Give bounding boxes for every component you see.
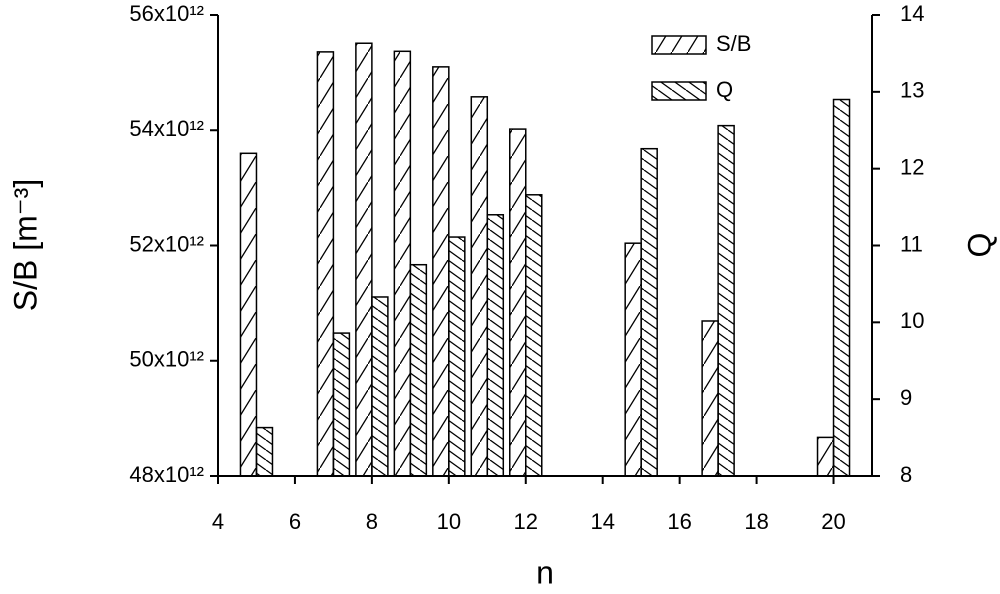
y2-tick-label: 12 xyxy=(900,154,924,179)
x-tick-label: 16 xyxy=(667,509,691,534)
bar xyxy=(624,242,642,477)
y-tick-label: 56x10¹² xyxy=(129,1,204,26)
y-axis-title: S/B [m⁻³] xyxy=(7,179,43,311)
y2-axis-title: Q xyxy=(961,233,997,258)
bar xyxy=(640,147,658,477)
y-tick-label: 48x10¹² xyxy=(129,462,204,487)
bar xyxy=(525,194,543,477)
y-tick-label: 54x10¹² xyxy=(129,116,204,141)
bar xyxy=(717,124,735,477)
bar xyxy=(255,426,274,477)
bar xyxy=(470,96,489,477)
x-tick-label: 4 xyxy=(212,509,224,534)
x-tick-label: 10 xyxy=(437,509,461,534)
y2-tick-label: 14 xyxy=(900,1,924,26)
bar xyxy=(432,66,450,477)
bar xyxy=(371,296,389,477)
bar xyxy=(486,214,505,477)
x-tick-label: 12 xyxy=(514,509,538,534)
y2-tick-label: 11 xyxy=(900,231,923,256)
bar xyxy=(816,436,835,477)
bar xyxy=(509,128,527,477)
x-tick-label: 14 xyxy=(590,509,614,534)
x-tick-label: 20 xyxy=(821,509,845,534)
x-tick-label: 6 xyxy=(289,509,301,534)
x-tick-label: 18 xyxy=(744,509,768,534)
bar xyxy=(332,332,351,477)
plot-area: 4 6 8 10 12 14 16 18 20 48x10¹² 50x10¹² 52x10¹² 54x1… xyxy=(129,1,924,534)
bar xyxy=(448,236,466,477)
bar xyxy=(832,98,851,477)
bar xyxy=(355,42,373,477)
y2-tick-label: 10 xyxy=(900,308,924,333)
y-tick-label: 50x10¹² xyxy=(129,347,204,372)
legend-swatch xyxy=(651,35,707,55)
y2-tick-label: 9 xyxy=(900,385,912,410)
y2-tick-label: 13 xyxy=(900,78,924,103)
legend-label: S/B xyxy=(716,31,751,56)
x-tick-label: 8 xyxy=(366,509,378,534)
y-tick-label: 52x10¹² xyxy=(129,231,204,256)
bar xyxy=(393,50,412,477)
y2-tick-label: 8 xyxy=(900,462,912,487)
bar xyxy=(409,263,428,477)
legend-swatch xyxy=(651,81,707,101)
bar xyxy=(316,51,335,477)
legend-label: Q xyxy=(716,77,733,102)
bar xyxy=(239,152,258,477)
bar xyxy=(701,320,719,477)
x-axis-title: n xyxy=(536,554,554,590)
